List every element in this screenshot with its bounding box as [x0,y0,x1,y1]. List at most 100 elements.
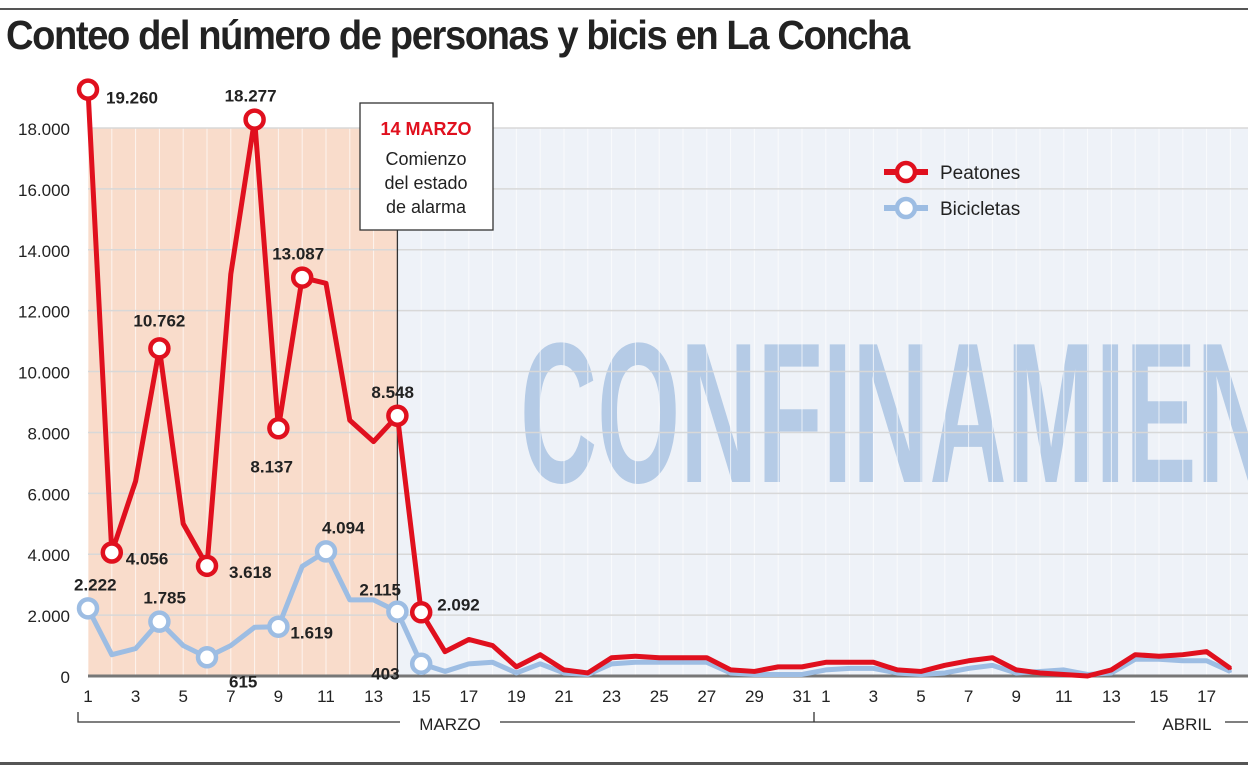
data-marker [267,615,290,638]
data-point [443,650,447,654]
data-point [776,672,780,676]
x-tick-label: 7 [964,687,973,706]
data-label: 1.785 [143,589,186,608]
x-tick-label: 25 [650,687,669,706]
data-label: 403 [371,665,399,684]
data-marker [243,108,266,131]
x-tick-label: 27 [697,687,716,706]
data-point [1181,653,1185,657]
data-point [514,671,518,675]
data-point [824,668,828,672]
data-point [633,654,637,658]
data-point [705,660,709,664]
y-tick-label: 16.000 [18,181,70,200]
data-label: 2.092 [437,595,480,614]
data-point [633,660,637,664]
data-marker [148,610,171,633]
data-label: 10.762 [133,311,185,330]
annotation-box [359,102,494,231]
data-marker [386,404,409,428]
bottom-rule [0,762,1248,765]
data-point [1014,668,1018,672]
x-tick-label: 17 [459,687,478,706]
data-label: 2.115 [359,581,401,600]
legend-marker [894,196,918,220]
data-point [800,672,804,676]
data-marker [267,417,290,440]
month-label: MARZO [419,715,480,734]
data-point [1086,674,1090,678]
x-tick-label: 5 [178,687,187,706]
y-tick-label: 4.000 [27,546,70,565]
watermark-text: CONFINAMIENTO [520,302,1248,525]
data-point [610,656,614,660]
data-point [253,625,257,629]
data-point [372,598,376,602]
data-point [848,666,852,670]
data-label: 1.619 [290,624,333,643]
y-tick-label: 8.000 [27,424,70,443]
data-point [871,660,875,664]
x-tick-label: 21 [555,687,574,706]
data-label: 13.087 [272,245,324,264]
data-point [1181,659,1185,663]
data-point [467,637,471,641]
data-point [990,656,994,660]
data-point [348,598,352,602]
data-point [1062,672,1066,676]
data-point [871,666,875,670]
data-marker [76,597,100,620]
annotation-text: del estado [384,173,467,193]
month-bracket [77,712,1248,723]
data-point [586,671,590,675]
x-tick-label: 13 [364,687,383,706]
data-point [919,669,923,673]
data-marker [195,554,219,578]
y-tick-label: 10.000 [18,364,70,383]
data-point [372,440,376,444]
data-point [990,663,994,667]
data-point [1228,666,1232,670]
x-tick-label: 15 [1150,687,1169,706]
data-point [348,418,352,422]
data-label: 8.137 [250,457,293,476]
data-marker [148,337,171,360]
data-marker [409,652,433,675]
data-point [300,564,304,568]
data-point [562,668,566,672]
data-point [1062,668,1066,672]
data-point [324,281,328,285]
data-point [729,668,733,672]
y-tick-label: 12.000 [18,303,70,322]
data-point [229,644,233,648]
data-point [848,660,852,664]
data-label: 8.548 [371,383,414,402]
y-tick-label: 0 [61,668,70,687]
lockdown-region [397,128,1248,676]
x-tick-label: 11 [317,687,335,706]
x-tick-label: 17 [1197,687,1216,706]
data-point [443,669,447,673]
data-point [824,660,828,664]
data-point [943,671,947,675]
data-point [681,660,685,664]
data-point [467,662,471,666]
data-point [1133,653,1137,657]
data-point [705,656,709,660]
data-point [967,666,971,670]
data-label: 4.094 [322,518,365,537]
data-marker [195,646,219,669]
x-tick-label: 3 [869,687,878,706]
data-label: 3.618 [229,563,272,582]
legend-marker [894,160,918,184]
data-label: 18.277 [225,87,277,106]
data-point [752,669,756,673]
data-point [134,647,138,651]
data-point [967,659,971,663]
data-label: 4.056 [126,550,169,569]
x-tick-label: 1 [821,687,830,706]
data-point [538,653,542,657]
data-marker [409,601,433,624]
data-label: 19.260 [106,89,158,108]
